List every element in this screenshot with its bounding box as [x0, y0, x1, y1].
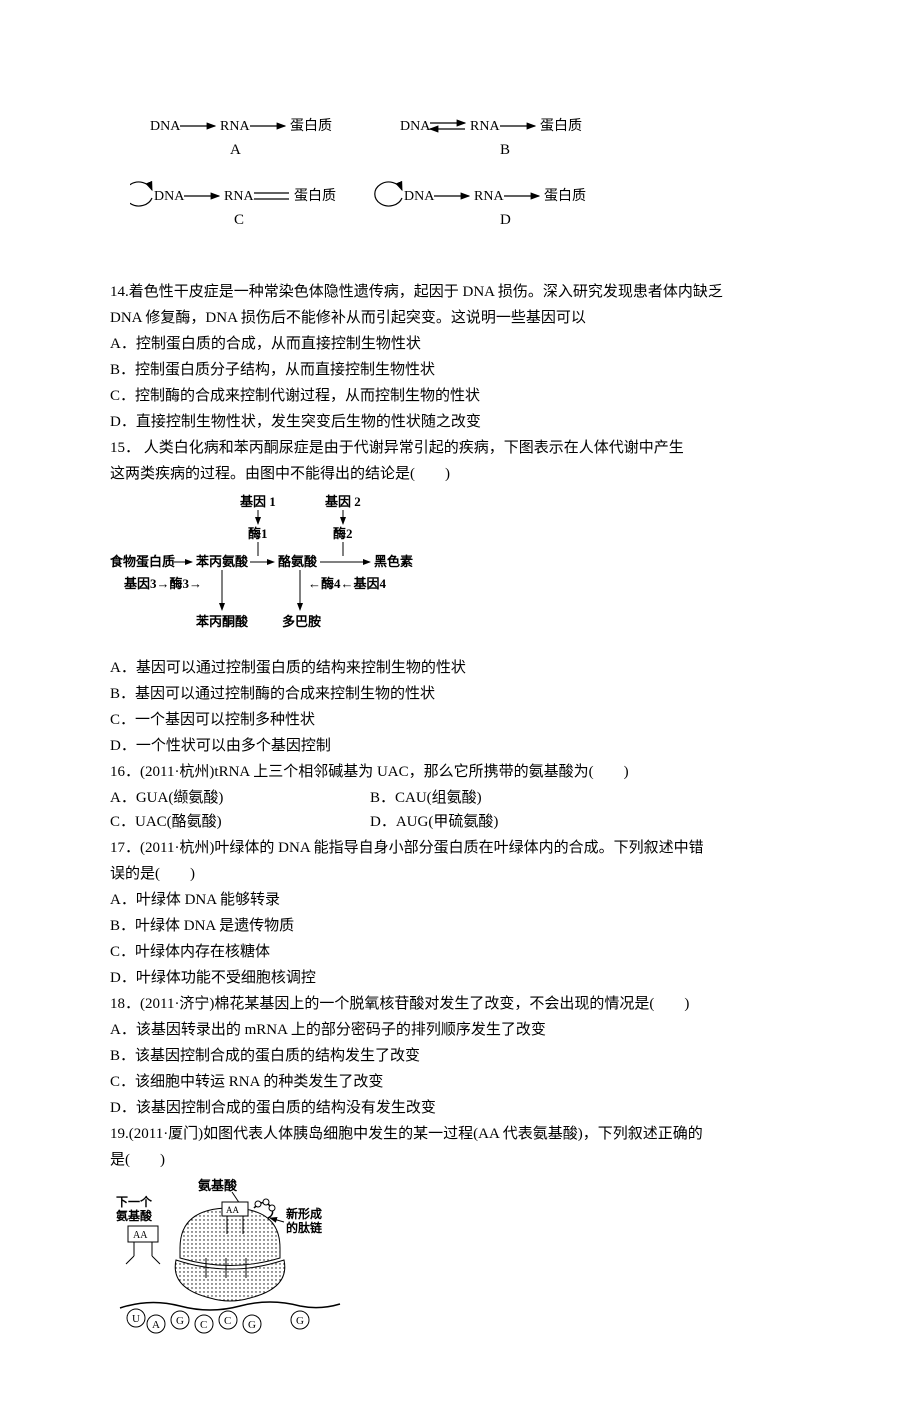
svg-text:AA: AA: [133, 1230, 148, 1241]
svg-text:RNA: RNA: [470, 119, 500, 134]
svg-text:氨基酸: 氨基酸: [116, 1208, 153, 1223]
svg-text:氨基酸: 氨基酸: [197, 1178, 238, 1193]
svg-text:苯丙酮酸: 苯丙酮酸: [195, 614, 249, 629]
q17-stem-line1: 17．(2011·杭州)叶绿体的 DNA 能指导自身小部分蛋白质在叶绿体内的合成…: [110, 836, 810, 860]
svg-text:下一个: 下一个: [116, 1194, 153, 1209]
svg-text:U: U: [132, 1313, 140, 1325]
q18-opt-c: C．该细胞中转运 RNA 的种类发生了改变: [110, 1070, 810, 1094]
svg-text:B: B: [500, 142, 510, 158]
q16-opt-a: A．GUA(缬氨酸): [110, 786, 370, 810]
svg-text:DNA: DNA: [150, 119, 181, 134]
svg-text:DNA: DNA: [154, 189, 185, 204]
svg-text:C: C: [200, 1319, 207, 1331]
q15-metabolism-diagram: 基因 1 基因 2 酶1 酶2 食物蛋白质 苯丙氨酸 酪氨酸 黑色素 基因3→酶…: [110, 492, 810, 650]
q18-opt-d: D．该基因控制合成的蛋白质的结构没有发生改变: [110, 1096, 810, 1120]
svg-text:G: G: [248, 1319, 256, 1331]
q17-opt-d: D．叶绿体功能不受细胞核调控: [110, 966, 810, 990]
svg-text:酶2: 酶2: [333, 526, 353, 541]
svg-text:G: G: [176, 1315, 184, 1327]
q17-opt-b: B．叶绿体 DNA 是遗传物质: [110, 914, 810, 938]
q15-stem-line1: 15． 人类白化病和苯丙酮尿症是由于代谢异常引起的疾病，下图表示在人体代谢中产生: [110, 436, 810, 460]
svg-text:←酶4←基因4: ←酶4←基因4: [308, 576, 387, 591]
svg-text:黑色素: 黑色素: [374, 554, 413, 569]
svg-text:基因 1: 基因 1: [239, 494, 276, 509]
svg-text:蛋白质: 蛋白质: [290, 118, 332, 134]
q18-opt-b: B．该基因控制合成的蛋白质的结构发生了改变: [110, 1044, 810, 1068]
q14-stem-line1: 14.着色性干皮症是一种常染色体隐性遗传病，起因于 DNA 损伤。深入研究发现患…: [110, 280, 810, 304]
svg-text:蛋白质: 蛋白质: [544, 188, 586, 204]
q19-translation-diagram: 氨基酸 下一个 氨基酸 新形成 的肽链 AA AA U A G C C G: [110, 1178, 810, 1356]
q14-opt-d: D．直接控制生物性状，发生突变后生物的性状随之改变: [110, 410, 810, 434]
q15-opt-d: D．一个性状可以由多个基因控制: [110, 734, 810, 758]
svg-text:基因 2: 基因 2: [324, 494, 361, 509]
svg-text:DNA: DNA: [404, 189, 435, 204]
q17-opt-c: C．叶绿体内存在核糖体: [110, 940, 810, 964]
top-central-dogma-diagram: DNA RNA 蛋白质 A DNA RNA 蛋白质 B DNA RNA 蛋白质 …: [130, 110, 810, 260]
q16-opt-c: C．UAC(酪氨酸): [110, 810, 370, 834]
q15-opt-a: A．基因可以通过控制蛋白质的结构来控制生物的性状: [110, 656, 810, 680]
q19-stem-line2: 是( ): [110, 1148, 810, 1172]
q18-stem: 18．(2011·济宁)棉花某基因上的一个脱氧核苷酸对发生了改变，不会出现的情况…: [110, 992, 810, 1016]
svg-text:G: G: [296, 1315, 304, 1327]
q16-opt-b: B．CAU(组氨酸): [370, 786, 630, 810]
q18-opt-a: A．该基因转录出的 mRNA 上的部分密码子的排列顺序发生了改变: [110, 1018, 810, 1042]
svg-text:酪氨酸: 酪氨酸: [278, 554, 318, 569]
svg-text:RNA: RNA: [224, 189, 254, 204]
svg-text:蛋白质: 蛋白质: [540, 118, 582, 134]
svg-text:蛋白质: 蛋白质: [294, 188, 336, 204]
q15-stem-line2: 这两类疾病的过程。由图中不能得出的结论是( ): [110, 462, 810, 486]
q19-stem-line1: 19.(2011·厦门)如图代表人体胰岛细胞中发生的某一过程(AA 代表氨基酸)…: [110, 1122, 810, 1146]
svg-text:C: C: [234, 212, 244, 228]
svg-text:C: C: [224, 1315, 231, 1327]
q15-opt-c: C．一个基因可以控制多种性状: [110, 708, 810, 732]
svg-text:DNA: DNA: [400, 119, 431, 134]
q14-opt-a: A．控制蛋白质的合成，从而直接控制生物性状: [110, 332, 810, 356]
svg-text:AA: AA: [226, 1205, 239, 1215]
svg-text:A: A: [230, 142, 241, 158]
q16-opt-d: D．AUG(甲硫氨酸): [370, 810, 630, 834]
svg-text:多巴胺: 多巴胺: [282, 614, 321, 629]
svg-text:RNA: RNA: [474, 189, 504, 204]
svg-text:的肽链: 的肽链: [286, 1220, 323, 1235]
svg-text:D: D: [500, 212, 511, 228]
q17-opt-a: A．叶绿体 DNA 能够转录: [110, 888, 810, 912]
svg-text:新形成: 新形成: [286, 1206, 322, 1221]
q14-stem-line2: DNA 修复酶，DNA 损伤后不能修补从而引起突变。这说明一些基因可以: [110, 306, 810, 330]
q14-opt-c: C．控制酶的合成来控制代谢过程，从而控制生物的性状: [110, 384, 810, 408]
q17-stem-line2: 误的是( ): [110, 862, 810, 886]
top-diagram-svg: DNA RNA 蛋白质 A DNA RNA 蛋白质 B DNA RNA 蛋白质 …: [130, 110, 690, 260]
svg-text:苯丙氨酸: 苯丙氨酸: [195, 554, 249, 569]
q16-stem: 16．(2011·杭州)tRNA 上三个相邻碱基为 UAC，那么它所携带的氨基酸…: [110, 760, 810, 784]
q14-opt-b: B．控制蛋白质分子结构，从而直接控制生物性状: [110, 358, 810, 382]
svg-text:食物蛋白质: 食物蛋白质: [110, 554, 175, 569]
svg-text:酶1: 酶1: [248, 526, 268, 541]
svg-text:基因3→酶3→: 基因3→酶3→: [123, 576, 202, 591]
svg-text:A: A: [152, 1319, 160, 1331]
q16-options: A．GUA(缬氨酸) B．CAU(组氨酸) C．UAC(酪氨酸) D．AUG(甲…: [110, 786, 810, 834]
svg-text:RNA: RNA: [220, 119, 250, 134]
q15-opt-b: B．基因可以通过控制酶的合成来控制生物的性状: [110, 682, 810, 706]
